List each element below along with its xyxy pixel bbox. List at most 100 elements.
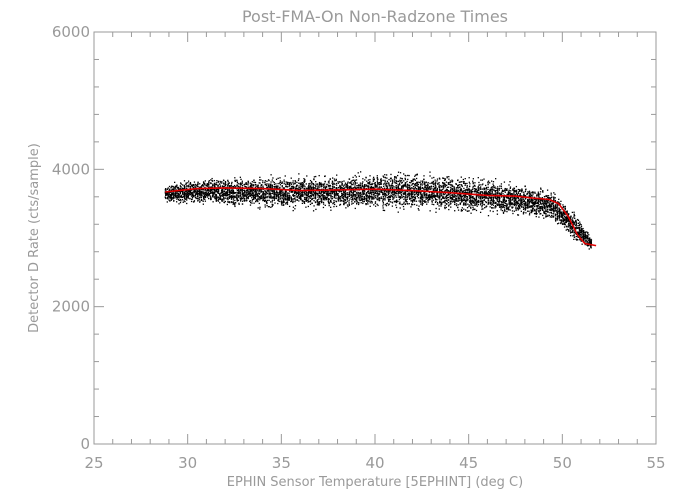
scatter-point (254, 188, 257, 191)
scatter-point (304, 185, 306, 188)
scatter-point (375, 192, 377, 195)
scatter-point (168, 196, 171, 198)
scatter-point (382, 196, 385, 198)
scatter-point (462, 178, 465, 181)
scatter-point (166, 188, 169, 190)
scatter-point (382, 179, 384, 181)
scatter-point (320, 200, 322, 203)
scatter-point (372, 191, 375, 194)
scatter-point (440, 199, 442, 201)
scatter-point (377, 187, 379, 189)
scatter-point (176, 198, 178, 200)
scatter-point (354, 180, 356, 183)
scatter-point (384, 177, 387, 179)
scatter-point (238, 191, 240, 193)
scatter-point (279, 196, 281, 198)
scatter-point (421, 201, 423, 204)
scatter-point (405, 184, 407, 187)
scatter-point (318, 191, 320, 193)
scatter-point (457, 197, 459, 199)
scatter-point (425, 198, 427, 200)
scatter-point (337, 196, 340, 198)
scatter-point (312, 194, 315, 197)
scatter-point (424, 185, 426, 187)
scatter-point (395, 177, 398, 179)
scatter-point (182, 187, 184, 189)
scatter-point (500, 209, 502, 211)
scatter-point (436, 188, 438, 190)
scatter-point (311, 192, 313, 195)
scatter-point (485, 200, 487, 203)
scatter-point (190, 189, 193, 191)
scatter-point (510, 190, 512, 192)
scatter-point (229, 201, 231, 204)
scatter-point (476, 202, 478, 204)
scatter-point (292, 187, 294, 190)
scatter-point (337, 182, 340, 184)
scatter-point (447, 205, 450, 207)
scatter-point (341, 194, 343, 196)
scatter-point (451, 194, 454, 196)
scatter-point (318, 202, 320, 204)
scatter-point (305, 193, 307, 195)
scatter-point (179, 182, 182, 184)
scatter-point (420, 203, 422, 205)
scatter-point (414, 196, 416, 198)
scatter-point (431, 182, 433, 185)
scatter-point (388, 183, 390, 185)
scatter-point (453, 186, 455, 188)
scatter-point (339, 203, 342, 206)
scatter-point (366, 180, 368, 182)
scatter-point (221, 192, 223, 194)
scatter-point (335, 178, 337, 181)
scatter-point (245, 183, 248, 185)
scatter-point (512, 189, 514, 191)
scatter-point (408, 174, 410, 177)
scatter-point (375, 190, 377, 192)
scatter-point (187, 185, 189, 187)
scatter-point (389, 198, 391, 201)
scatter-point (410, 198, 412, 200)
scatter-point (359, 192, 361, 195)
scatter-point (480, 202, 482, 205)
scatter-point (508, 190, 510, 192)
scatter-point (290, 183, 293, 185)
scatter-point (247, 194, 249, 196)
scatter-point (457, 184, 459, 187)
scatter-point (264, 189, 266, 192)
scatter-point (494, 196, 497, 198)
scatter-point (384, 203, 386, 206)
scatter-point (281, 190, 283, 193)
scatter-point (331, 186, 334, 188)
scatter-point (251, 200, 253, 202)
scatter-point (228, 189, 230, 191)
scatter-point (472, 202, 475, 204)
scatter-point (169, 194, 171, 197)
scatter-point (475, 196, 478, 198)
scatter-point (509, 199, 511, 201)
scatter-point (179, 191, 182, 194)
scatter-point (492, 210, 494, 213)
scatter-point (271, 199, 274, 201)
scatter-point (476, 205, 478, 207)
scatter-point (345, 186, 347, 188)
scatter-point (171, 185, 173, 187)
scatter-point (426, 193, 428, 195)
scatter-point (326, 191, 328, 193)
scatter-point (396, 182, 398, 184)
scatter-point (371, 183, 373, 186)
scatter-point (419, 192, 422, 194)
scatter-point (515, 192, 518, 195)
scatter-point (232, 199, 235, 201)
scatter-point (354, 181, 356, 184)
scatter-point (311, 182, 313, 184)
scatter-point (492, 198, 495, 200)
scatter-point (197, 193, 199, 195)
scatter-point (391, 191, 394, 194)
scatter-point (398, 202, 401, 205)
scatter-point (315, 186, 317, 188)
scatter-point (492, 189, 495, 191)
scatter-point (263, 195, 265, 197)
scatter-point (473, 187, 476, 190)
scatter-point (382, 205, 384, 207)
